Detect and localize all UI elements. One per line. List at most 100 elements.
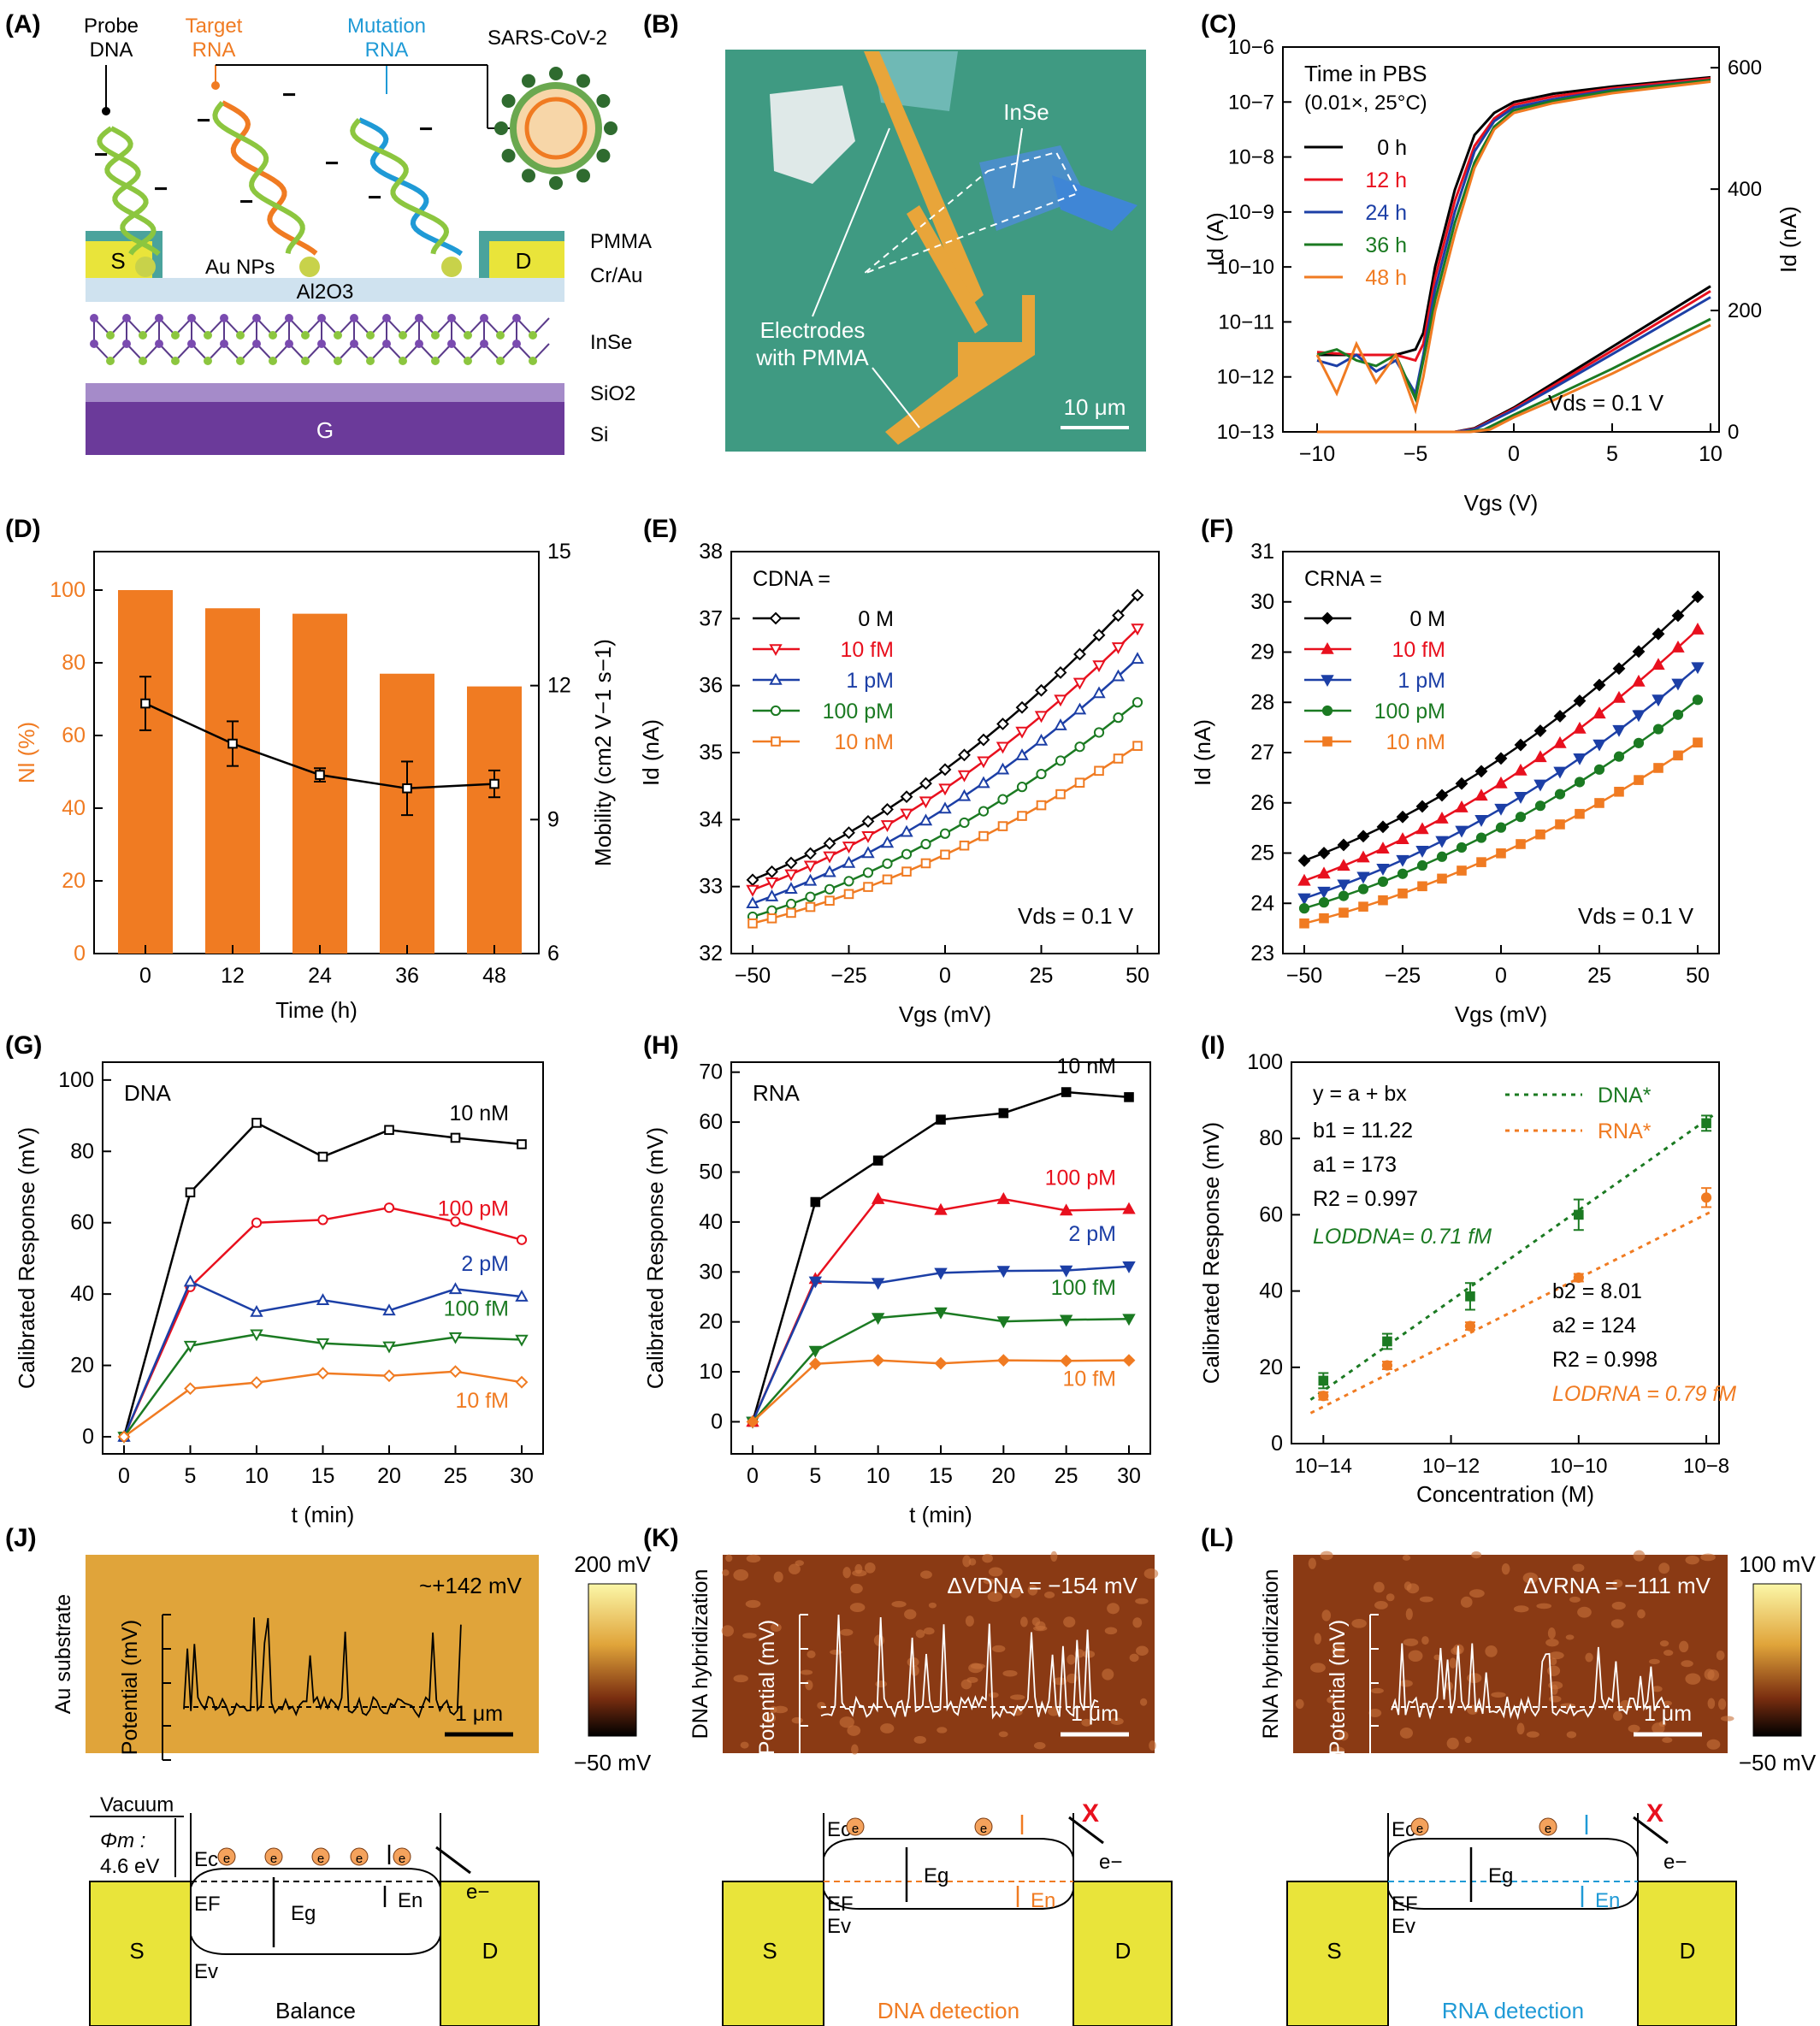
- data-point: [936, 1114, 946, 1125]
- data-point: [317, 1151, 328, 1162]
- y-tick-label: 6: [547, 942, 559, 966]
- legend-label: 0 M: [1409, 607, 1445, 631]
- drain-block: [1637, 1881, 1737, 2026]
- electron: [1410, 1817, 1429, 1836]
- data-point: [766, 913, 777, 924]
- data-point: [1553, 766, 1567, 779]
- data-point: [784, 882, 798, 895]
- data-point: [1358, 901, 1368, 912]
- ef-label: EF: [827, 1893, 854, 1916]
- x-tick-label: 10−12: [1422, 1455, 1480, 1478]
- charge: −: [282, 81, 296, 108]
- panel-label: (L): [1201, 1524, 1233, 1552]
- y-tick-label: 35: [699, 741, 723, 765]
- atom: [220, 340, 228, 348]
- panel-label: (E): [643, 515, 677, 543]
- surface-grain: [770, 1623, 782, 1633]
- data-point: [1092, 686, 1106, 699]
- surface-grain: [1706, 1739, 1721, 1750]
- surface-grain: [1485, 1645, 1498, 1657]
- colorbar-j: 200 mV −50 mV: [574, 1551, 652, 1775]
- atom: [122, 340, 131, 348]
- data-point: [1594, 798, 1604, 808]
- data-point: [959, 817, 970, 829]
- x-axis-label: t (min): [909, 1502, 972, 1527]
- side-label: RNA hybridization: [1259, 1569, 1283, 1740]
- data-point: [1131, 588, 1144, 602]
- electron: [311, 1847, 330, 1866]
- y-tick-label: 60: [1259, 1202, 1283, 1226]
- fit-stat: R2 = 0.998: [1552, 1348, 1658, 1372]
- data-point: [1592, 739, 1606, 752]
- data-point: [958, 748, 971, 762]
- scale-label: 10 μm: [1064, 394, 1126, 420]
- surface-grain: [840, 1628, 854, 1636]
- surface-grain: [1612, 1710, 1622, 1722]
- band-caption: RNA detection: [1442, 1998, 1584, 2023]
- data-point: [1652, 627, 1665, 641]
- y-tick-label: 23: [1250, 942, 1274, 966]
- data-point: [871, 1191, 885, 1204]
- electron: [393, 1847, 411, 1866]
- valence-band: [190, 1934, 441, 1955]
- y-axis-label: Id (A): [1202, 212, 1228, 267]
- surface-grain: [1149, 1740, 1156, 1751]
- atom: [90, 314, 98, 322]
- electron-label: e: [270, 1852, 277, 1866]
- data-point: [1435, 836, 1449, 848]
- surface-grain: [1513, 1605, 1529, 1613]
- data-point: [784, 856, 798, 870]
- y-tick-label: 0: [1271, 1432, 1283, 1456]
- ev-label: Ev: [827, 1915, 851, 1938]
- surface-grain: [1332, 1746, 1345, 1754]
- data-point: [516, 1234, 528, 1245]
- y-tick-label: 10−7: [1228, 91, 1274, 114]
- fit-equation: y = a + bx: [1313, 1082, 1407, 1106]
- data-point: [1455, 825, 1468, 838]
- spike-protein: [604, 121, 618, 135]
- layer-label: Si: [590, 423, 608, 446]
- data-point: [1036, 768, 1047, 780]
- legend-label: 12 h: [1365, 168, 1407, 192]
- spike-protein: [549, 67, 563, 80]
- data-point: [1297, 854, 1311, 867]
- x-tick-label: 5: [185, 1464, 197, 1488]
- y-tick-label: 38: [699, 540, 723, 564]
- y-tick-label: 36: [699, 674, 723, 698]
- gate-label: G: [316, 417, 334, 443]
- data-point: [919, 813, 933, 826]
- surface-grain: [1685, 1673, 1701, 1685]
- y-tick-label: 50: [699, 1160, 723, 1184]
- inse-outline: [863, 151, 1079, 275]
- surface-grain: [1351, 1618, 1367, 1628]
- ef-label: EF: [1392, 1893, 1418, 1916]
- spike-protein: [522, 74, 535, 88]
- y-tick-label: 10: [699, 1360, 723, 1384]
- panel-label: (K): [643, 1524, 679, 1552]
- panel-i: 10−14 10−12 10−10 10−8 0 20 40 60 80 100 y = a + b…: [1198, 1050, 1736, 1507]
- data-point: [882, 874, 893, 885]
- atom: [317, 314, 326, 322]
- surface-grain: [772, 1705, 789, 1714]
- data-point: [1321, 705, 1333, 717]
- legend-label: 100 pM: [823, 700, 894, 724]
- y-tick-label: 100: [1247, 1050, 1283, 1074]
- data-point: [1061, 1087, 1072, 1097]
- kpfm-map: [86, 1555, 539, 1753]
- data-point: [1592, 706, 1606, 719]
- helix-strand: [358, 117, 464, 257]
- target-rna-label: Target: [186, 15, 243, 38]
- data-point: [842, 855, 856, 868]
- band-caption: Balance: [275, 1998, 356, 2023]
- data-point: [1700, 1192, 1712, 1203]
- y-tick-label: 200: [1728, 299, 1762, 322]
- atom: [220, 314, 228, 322]
- legend-label: 24 h: [1365, 201, 1407, 225]
- surface-grain: [1314, 1633, 1321, 1645]
- x-axis-label: t (min): [292, 1502, 355, 1527]
- atom: [382, 314, 391, 322]
- data-point: [1632, 710, 1646, 723]
- atom: [285, 314, 293, 322]
- surface-grain: [807, 1650, 816, 1658]
- data-point: [1297, 893, 1311, 906]
